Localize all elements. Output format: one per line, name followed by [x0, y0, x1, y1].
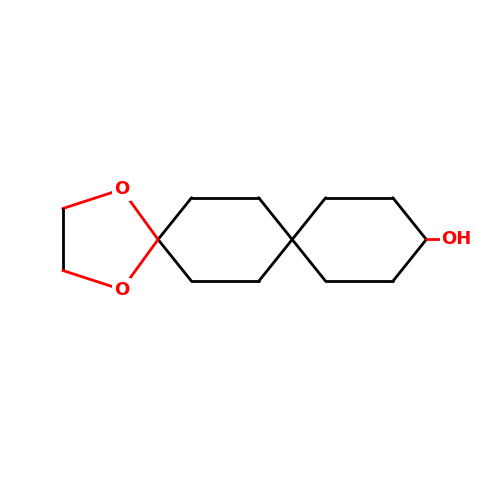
Text: O: O — [114, 281, 129, 298]
Text: OH: OH — [441, 230, 471, 249]
Text: O: O — [114, 181, 129, 198]
